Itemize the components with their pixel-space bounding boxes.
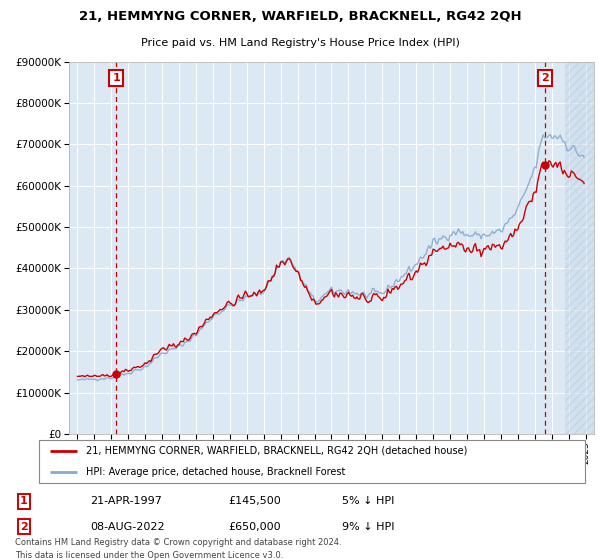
Text: 2: 2 [541,73,549,83]
Text: HPI: Average price, detached house, Bracknell Forest: HPI: Average price, detached house, Brac… [86,467,345,477]
Text: This data is licensed under the Open Government Licence v3.0.: This data is licensed under the Open Gov… [15,551,283,560]
Text: 21, HEMMYNG CORNER, WARFIELD, BRACKNELL, RG42 2QH: 21, HEMMYNG CORNER, WARFIELD, BRACKNELL,… [79,11,521,24]
Text: 5% ↓ HPI: 5% ↓ HPI [342,496,394,506]
Text: £145,500: £145,500 [228,496,281,506]
Text: Price paid vs. HM Land Registry's House Price Index (HPI): Price paid vs. HM Land Registry's House … [140,38,460,48]
Text: 9% ↓ HPI: 9% ↓ HPI [342,521,395,531]
Text: 08-AUG-2022: 08-AUG-2022 [90,521,164,531]
Text: 1: 1 [113,73,120,83]
FancyBboxPatch shape [39,440,585,483]
Text: 2: 2 [20,521,28,531]
Text: 21, HEMMYNG CORNER, WARFIELD, BRACKNELL, RG42 2QH (detached house): 21, HEMMYNG CORNER, WARFIELD, BRACKNELL,… [86,446,467,456]
Text: £650,000: £650,000 [228,521,281,531]
Polygon shape [565,62,594,434]
Text: 1: 1 [20,496,28,506]
Text: Contains HM Land Registry data © Crown copyright and database right 2024.: Contains HM Land Registry data © Crown c… [15,538,341,547]
Text: 21-APR-1997: 21-APR-1997 [90,496,162,506]
